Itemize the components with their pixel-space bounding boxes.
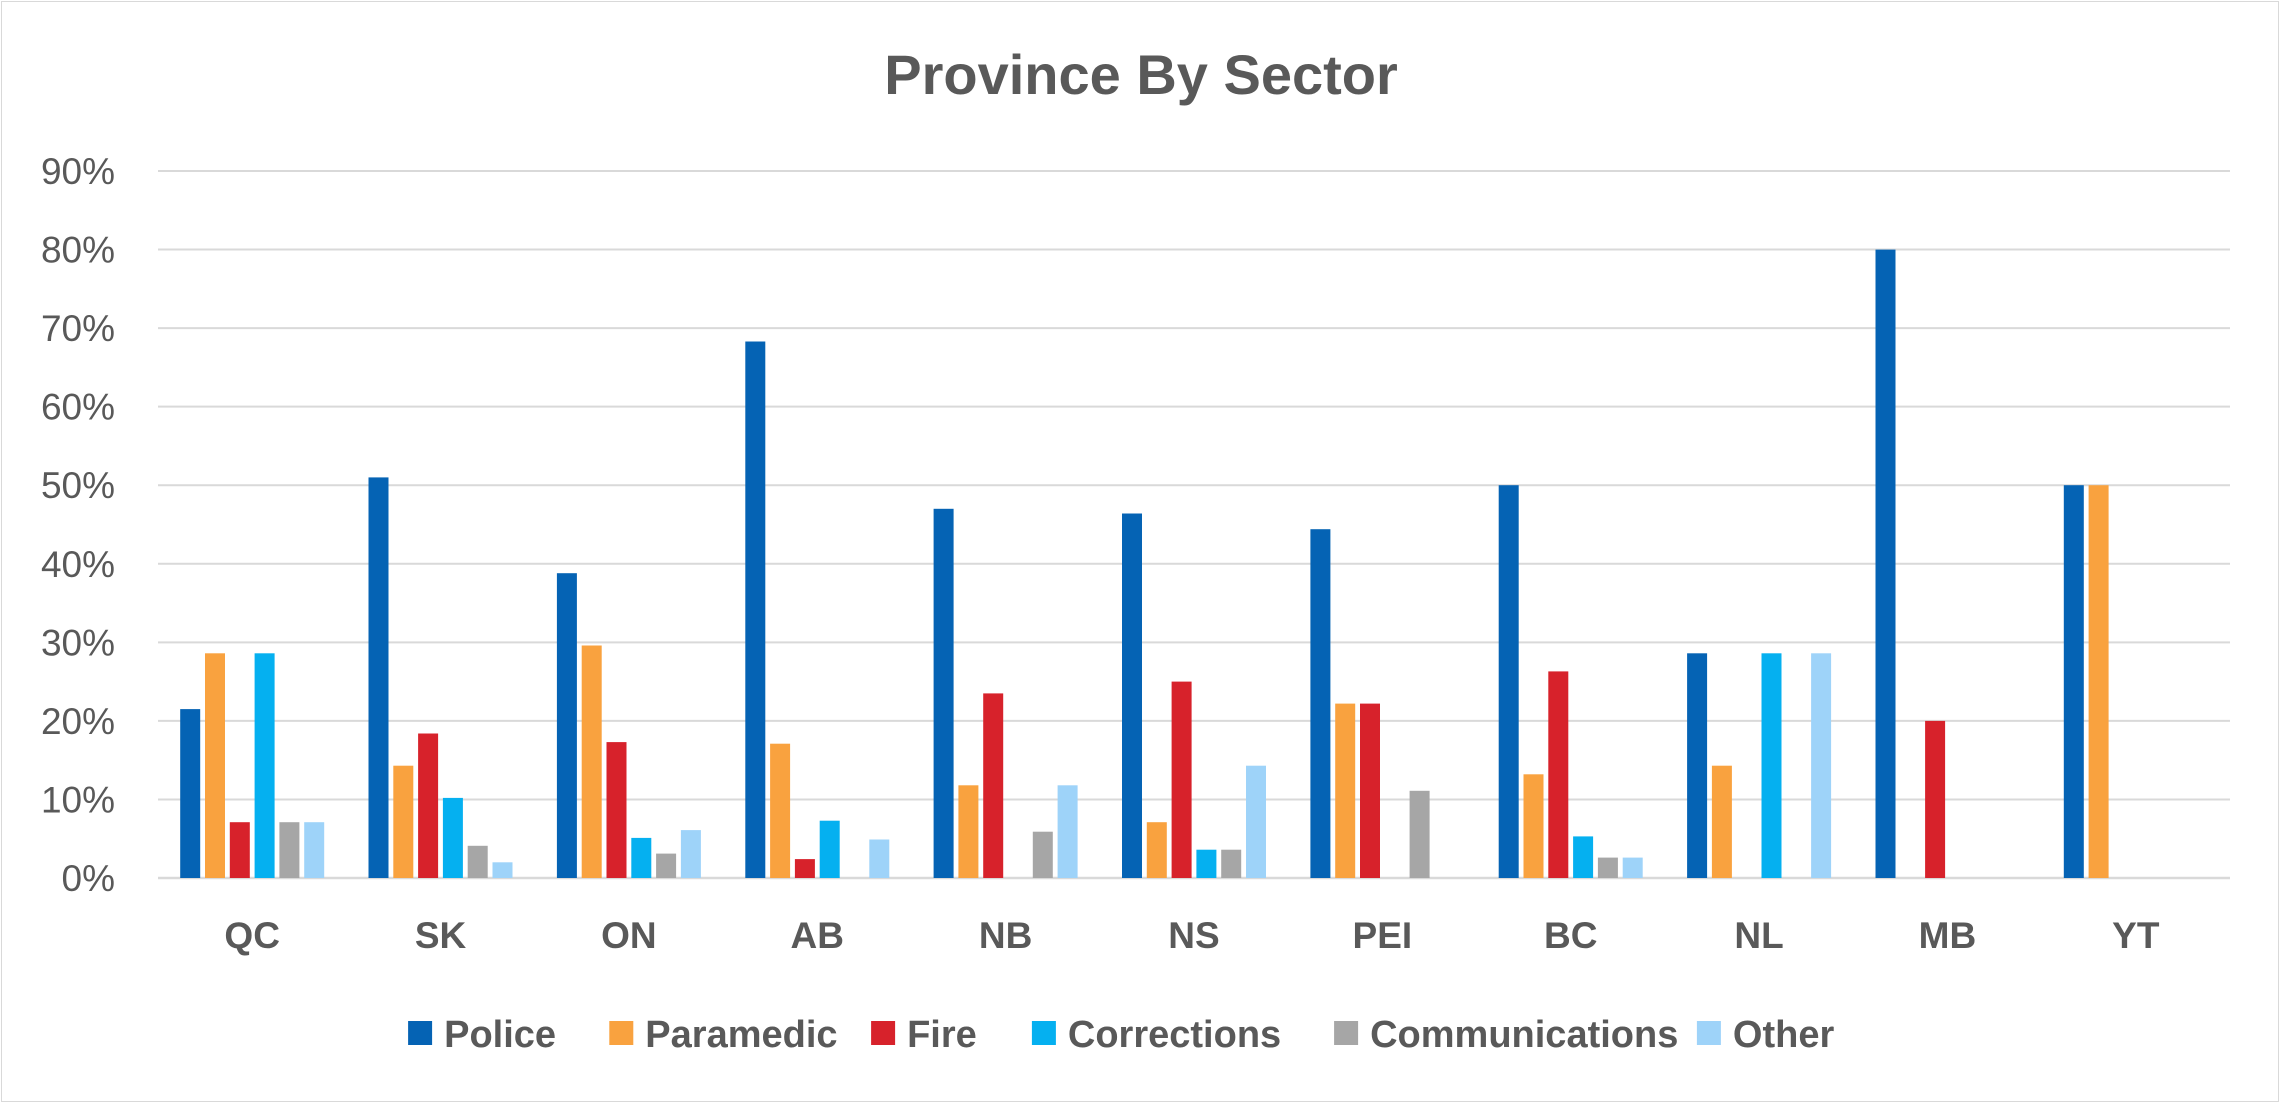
legend-item-police: Police <box>408 1014 556 1056</box>
bar-ns-other <box>1246 765 1266 878</box>
bar-yt-police <box>2063 485 2084 878</box>
bar-sk-police <box>368 477 389 878</box>
legend-label: Communications <box>1370 1014 1678 1056</box>
legend-label: Corrections <box>1068 1014 1281 1056</box>
legend-swatch <box>1031 1021 1056 1045</box>
bar-bc-police <box>1498 485 1519 878</box>
bar-nb-paramedic <box>958 785 979 878</box>
bar-bc-corrections <box>1573 836 1594 878</box>
bar-pei-fire <box>1360 703 1380 878</box>
y-axis-ticks: 0% 10% 20% 30% 40% 50% 60% 70% 80% 90% <box>41 151 115 899</box>
bar-bc-communications <box>1597 857 1618 878</box>
legend-item-fire: Fire <box>871 1014 977 1056</box>
bar-on-other <box>680 830 701 878</box>
bar-nl-corrections <box>1761 653 1782 878</box>
bar-on-police <box>556 573 577 878</box>
bar-mb-police <box>1875 249 1896 879</box>
bar-ab-fire <box>794 859 815 878</box>
legend-label: Other <box>1733 1014 1835 1056</box>
bar-qc-communications <box>279 822 300 878</box>
y-tick-label: 40% <box>41 544 115 585</box>
bar-bc-other <box>1622 857 1643 878</box>
bar-sk-fire <box>418 733 439 878</box>
legend-swatch <box>1696 1021 1721 1045</box>
bar-sk-corrections <box>442 797 463 878</box>
x-tick-label: NS <box>1168 915 1219 956</box>
legend-label: Paramedic <box>645 1014 837 1056</box>
x-tick-label: NB <box>979 915 1032 956</box>
bar-pei-communications <box>1409 790 1430 878</box>
x-tick-label: AB <box>791 915 844 956</box>
bar-ns-fire <box>1171 681 1192 878</box>
x-axis-ticks: QC SK ON AB NB NS PEI BC NL MB YT <box>224 915 2159 956</box>
bar-nb-fire <box>983 693 1004 878</box>
bar-ab-corrections <box>819 820 840 878</box>
bar-mb-fire <box>1925 720 1946 878</box>
bar-nl-paramedic <box>1711 765 1732 878</box>
bar-pei-police <box>1310 529 1331 878</box>
y-tick-label: 70% <box>41 308 115 349</box>
bar-bc-paramedic <box>1523 774 1544 878</box>
bar-ab-police <box>745 341 766 878</box>
bar-on-fire <box>606 742 627 878</box>
bar-nb-other <box>1057 785 1078 878</box>
x-tick-label: MB <box>1919 915 1977 956</box>
bar-ns-communications <box>1221 849 1242 878</box>
legend-item-other: Other <box>1696 1014 1835 1056</box>
chart-title: Province By Sector <box>884 43 1398 106</box>
y-tick-label: 80% <box>41 230 115 271</box>
x-tick-label: BC <box>1544 915 1597 956</box>
bars <box>180 249 2109 879</box>
x-tick-label: YT <box>2112 915 2160 956</box>
gridlines <box>158 170 2230 880</box>
legend-swatch <box>408 1021 433 1045</box>
bar-sk-communications <box>467 845 488 878</box>
bar-bc-fire <box>1548 671 1569 878</box>
bar-ns-police <box>1122 513 1142 878</box>
bar-on-paramedic <box>581 645 602 878</box>
legend-label: Fire <box>907 1014 977 1056</box>
y-tick-label: 0% <box>62 858 115 899</box>
bar-ab-other <box>869 839 890 878</box>
y-tick-label: 30% <box>41 622 115 663</box>
bar-sk-other <box>492 862 513 878</box>
legend-swatch <box>609 1021 634 1045</box>
bar-pei-paramedic <box>1335 703 1356 878</box>
bar-qc-corrections <box>254 653 275 878</box>
x-tick-label: PEI <box>1353 915 1413 956</box>
legend-item-corrections: Corrections <box>1031 1014 1281 1056</box>
bar-on-communications <box>656 853 677 878</box>
bar-qc-paramedic <box>205 653 225 878</box>
bar-on-corrections <box>631 837 652 878</box>
x-tick-label: SK <box>415 915 467 956</box>
y-tick-label: 90% <box>41 151 115 192</box>
legend-swatch <box>871 1021 896 1045</box>
x-tick-label: NL <box>1734 915 1783 956</box>
bar-nb-police <box>933 508 954 878</box>
legend-label: Police <box>444 1014 556 1056</box>
legend-item-paramedic: Paramedic <box>609 1014 838 1056</box>
legend-item-communications: Communications <box>1334 1014 1678 1056</box>
y-tick-label: 60% <box>41 387 115 428</box>
y-tick-label: 10% <box>41 779 115 820</box>
bar-sk-paramedic <box>393 765 414 878</box>
bar-ns-paramedic <box>1146 822 1167 878</box>
bar-nb-communications <box>1032 831 1053 878</box>
legend: Police Paramedic Fire Corrections Communicat… <box>408 1014 1834 1056</box>
y-tick-label: 50% <box>41 465 115 506</box>
legend-swatch <box>1334 1021 1359 1045</box>
bar-ab-paramedic <box>770 743 791 878</box>
bar-ns-corrections <box>1196 849 1217 878</box>
y-tick-label: 20% <box>41 701 115 742</box>
x-tick-label: QC <box>224 915 280 956</box>
bar-nl-other <box>1811 653 1832 878</box>
bar-nl-police <box>1687 653 1708 878</box>
bar-qc-police <box>180 709 201 878</box>
x-tick-label: ON <box>601 915 657 956</box>
bar-qc-other <box>304 822 325 878</box>
bar-qc-fire <box>229 822 250 878</box>
bar-yt-paramedic <box>2088 485 2109 878</box>
